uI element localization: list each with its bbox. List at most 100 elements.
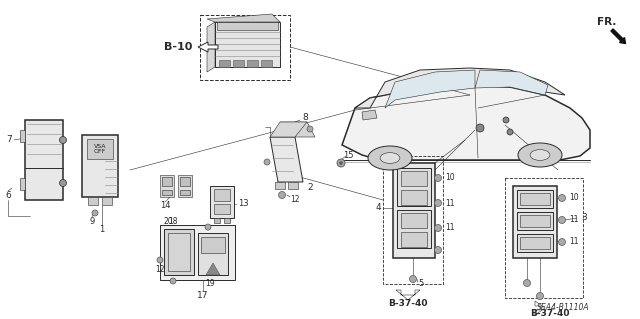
- Bar: [233, 60, 244, 67]
- Circle shape: [435, 225, 442, 232]
- Bar: [214, 204, 230, 214]
- Circle shape: [536, 293, 543, 300]
- Bar: [505, 178, 583, 298]
- Bar: [102, 197, 112, 205]
- Text: 15: 15: [343, 151, 353, 160]
- Circle shape: [205, 224, 211, 230]
- Text: VSA
OFF: VSA OFF: [93, 144, 106, 154]
- Bar: [261, 60, 272, 67]
- Bar: [88, 197, 98, 205]
- Circle shape: [170, 278, 176, 284]
- Text: 3: 3: [581, 213, 587, 222]
- Bar: [215, 22, 280, 67]
- Circle shape: [157, 257, 163, 263]
- Bar: [275, 182, 285, 189]
- Text: 12: 12: [156, 264, 164, 273]
- Text: 20: 20: [163, 217, 173, 226]
- Bar: [520, 193, 550, 205]
- Text: 13: 13: [238, 199, 248, 209]
- Circle shape: [60, 137, 67, 144]
- Polygon shape: [362, 110, 377, 120]
- Circle shape: [476, 124, 484, 132]
- Text: 10: 10: [445, 174, 454, 182]
- Bar: [217, 22, 278, 30]
- Text: B-10: B-10: [164, 42, 192, 52]
- Text: 9: 9: [90, 217, 95, 226]
- Bar: [82, 135, 118, 197]
- Polygon shape: [535, 301, 545, 315]
- Bar: [198, 233, 228, 275]
- Bar: [513, 186, 557, 258]
- Bar: [164, 229, 194, 275]
- Bar: [383, 156, 443, 284]
- Bar: [168, 233, 190, 271]
- Circle shape: [435, 199, 442, 206]
- Circle shape: [278, 191, 285, 198]
- Bar: [517, 234, 553, 252]
- Bar: [20, 178, 25, 190]
- Text: 10: 10: [569, 194, 579, 203]
- Text: 5: 5: [419, 278, 424, 287]
- Bar: [401, 190, 427, 205]
- Circle shape: [307, 126, 313, 132]
- Bar: [224, 218, 230, 223]
- Circle shape: [410, 276, 417, 283]
- Text: 6: 6: [5, 191, 11, 201]
- FancyArrow shape: [611, 29, 625, 43]
- Bar: [87, 139, 113, 159]
- Polygon shape: [270, 122, 307, 137]
- Polygon shape: [198, 42, 218, 52]
- Circle shape: [503, 117, 509, 123]
- Bar: [219, 60, 230, 67]
- Bar: [214, 189, 230, 201]
- Bar: [200, 15, 290, 80]
- Ellipse shape: [380, 152, 400, 163]
- Text: 7: 7: [6, 136, 12, 145]
- Text: 11: 11: [445, 224, 454, 233]
- Bar: [160, 225, 235, 280]
- Bar: [520, 215, 550, 227]
- Text: 17: 17: [197, 291, 209, 300]
- Bar: [214, 218, 220, 223]
- Circle shape: [524, 279, 531, 286]
- Text: 8: 8: [302, 113, 308, 122]
- Bar: [401, 232, 427, 247]
- Bar: [162, 190, 172, 195]
- Bar: [517, 190, 553, 208]
- Polygon shape: [207, 22, 215, 72]
- Circle shape: [337, 159, 345, 167]
- Text: 18: 18: [168, 217, 178, 226]
- Circle shape: [559, 195, 566, 202]
- Circle shape: [60, 180, 67, 187]
- Text: FR.: FR.: [597, 17, 617, 27]
- Bar: [397, 210, 431, 248]
- Ellipse shape: [368, 146, 412, 170]
- Text: 12: 12: [291, 195, 300, 204]
- Text: SEA4-B1110A: SEA4-B1110A: [538, 303, 590, 313]
- Circle shape: [559, 239, 566, 246]
- Text: 11: 11: [569, 216, 579, 225]
- Bar: [178, 175, 192, 197]
- Ellipse shape: [518, 143, 562, 167]
- Polygon shape: [396, 290, 420, 300]
- Bar: [162, 177, 172, 186]
- Bar: [401, 171, 427, 186]
- Circle shape: [339, 161, 342, 165]
- Bar: [180, 190, 190, 195]
- Text: 2: 2: [307, 182, 312, 191]
- Bar: [25, 120, 63, 200]
- Circle shape: [264, 159, 270, 165]
- Polygon shape: [207, 14, 280, 22]
- Text: 11: 11: [569, 238, 579, 247]
- Polygon shape: [280, 122, 315, 137]
- Bar: [288, 182, 298, 189]
- Bar: [247, 60, 258, 67]
- Text: 14: 14: [160, 202, 170, 211]
- Text: B-37-40: B-37-40: [388, 299, 428, 308]
- Polygon shape: [475, 70, 548, 95]
- Polygon shape: [270, 137, 303, 182]
- Bar: [397, 168, 431, 206]
- Bar: [20, 130, 25, 142]
- Polygon shape: [385, 70, 475, 108]
- Bar: [393, 163, 435, 258]
